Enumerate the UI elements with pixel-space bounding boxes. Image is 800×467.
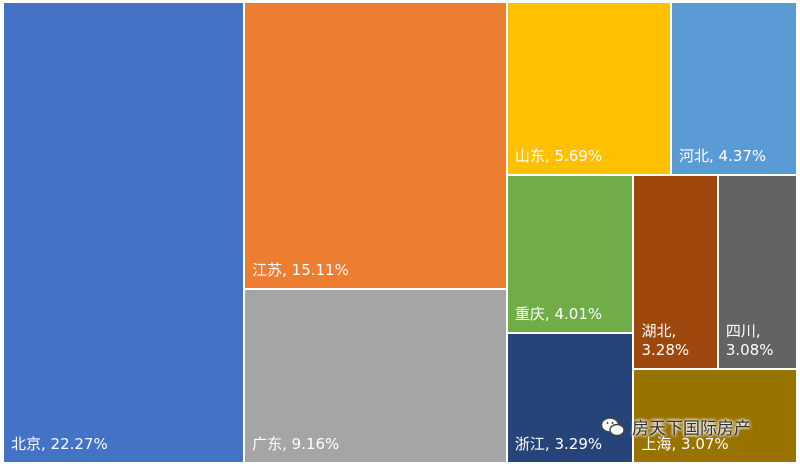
treemap-cell: 山东, 5.69%: [506, 2, 671, 176]
watermark: 房天下国际房产: [600, 414, 751, 439]
treemap-cell: 北京, 22.27%: [3, 2, 245, 463]
treemap-cell: 湖北, 3.28%: [633, 175, 718, 370]
treemap-cell: 重庆, 4.01%: [506, 175, 634, 334]
data-label: 广东, 9.16%: [252, 434, 340, 453]
treemap-cell: 广东, 9.16%: [244, 289, 507, 463]
data-label: 上海, 3.07%: [641, 434, 729, 453]
data-label: 山东, 5.69%: [514, 147, 603, 166]
data-label: 河北, 4.37%: [678, 147, 767, 166]
data-label: 浙江, 3.29%: [514, 434, 603, 453]
watermark-text: 房天下国际房产: [632, 419, 751, 439]
treemap-cell: 江苏, 15.11%: [244, 2, 507, 289]
treemap-cell: 上海, 3.07%: [633, 369, 797, 463]
data-label: 湖北, 3.28%: [641, 322, 690, 360]
treemap-cell: 河北, 4.37%: [670, 2, 797, 176]
data-label: 四川, 3.08%: [725, 322, 774, 360]
data-label: 北京, 22.27%: [11, 435, 108, 453]
data-label: 江苏, 15.11%: [252, 261, 349, 279]
treemap-cell: 浙江, 3.29%: [506, 333, 634, 463]
data-label: 重庆, 4.01%: [514, 305, 603, 324]
wechat-icon: [600, 416, 625, 436]
treemap-cell: 四川, 3.08%: [717, 175, 797, 370]
